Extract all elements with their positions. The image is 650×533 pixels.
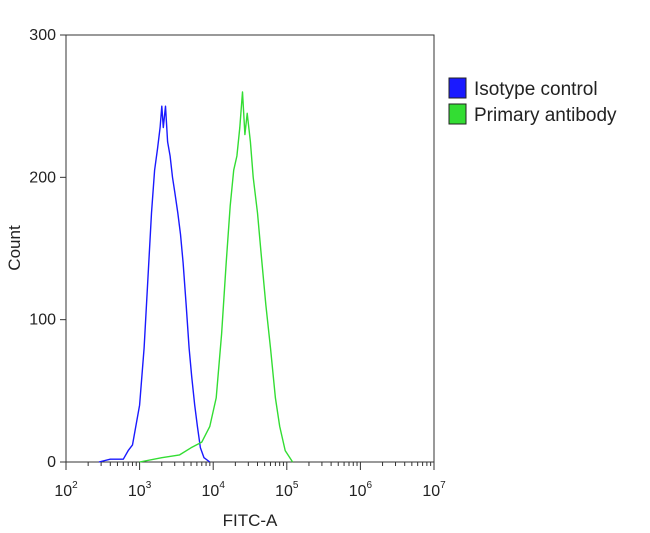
y-axis-label: Count	[5, 225, 24, 271]
legend-swatch	[448, 77, 467, 99]
x-tick-exponent: 6	[367, 480, 373, 491]
x-tick-exponent: 5	[293, 480, 299, 491]
x-tick-label: 102	[54, 480, 78, 500]
y-tick-label: 300	[29, 27, 56, 44]
x-tick-label: 104	[202, 480, 226, 500]
series-line-primary-antibody	[139, 91, 294, 463]
legend-swatch	[448, 103, 467, 125]
x-tick-exponent: 7	[440, 480, 446, 491]
y-axis: 0 100 200 300	[29, 27, 66, 471]
legend: Isotype control Primary antibody	[448, 77, 617, 126]
y-tick-label: 0	[47, 454, 56, 471]
x-tick-base: 10	[128, 483, 146, 500]
legend-label: Isotype control	[474, 79, 598, 100]
series-layer	[98, 91, 294, 463]
legend-label: Primary antibody	[474, 105, 617, 126]
x-tick-base: 10	[275, 483, 293, 500]
x-tick-label: 106	[349, 480, 373, 500]
x-tick-exponent: 4	[219, 480, 225, 491]
y-tick-label: 200	[29, 169, 56, 186]
x-tick-exponent: 3	[146, 480, 152, 491]
x-tick-base: 10	[54, 483, 72, 500]
x-axis-label: FITC-A	[223, 511, 278, 530]
plot-frame	[65, 34, 435, 463]
x-axis: 102 103 104 105 106 107	[54, 462, 446, 500]
plot-area	[65, 34, 435, 463]
x-tick-base: 10	[349, 483, 367, 500]
x-tick-base: 10	[422, 483, 440, 500]
x-tick-base: 10	[202, 483, 220, 500]
y-tick-label: 100	[29, 312, 56, 329]
x-tick-label: 107	[422, 480, 446, 500]
x-tick-label: 105	[275, 480, 299, 500]
series-line-isotype-control	[98, 105, 211, 463]
x-tick-exponent: 2	[72, 480, 78, 491]
x-tick-label: 103	[128, 480, 152, 500]
